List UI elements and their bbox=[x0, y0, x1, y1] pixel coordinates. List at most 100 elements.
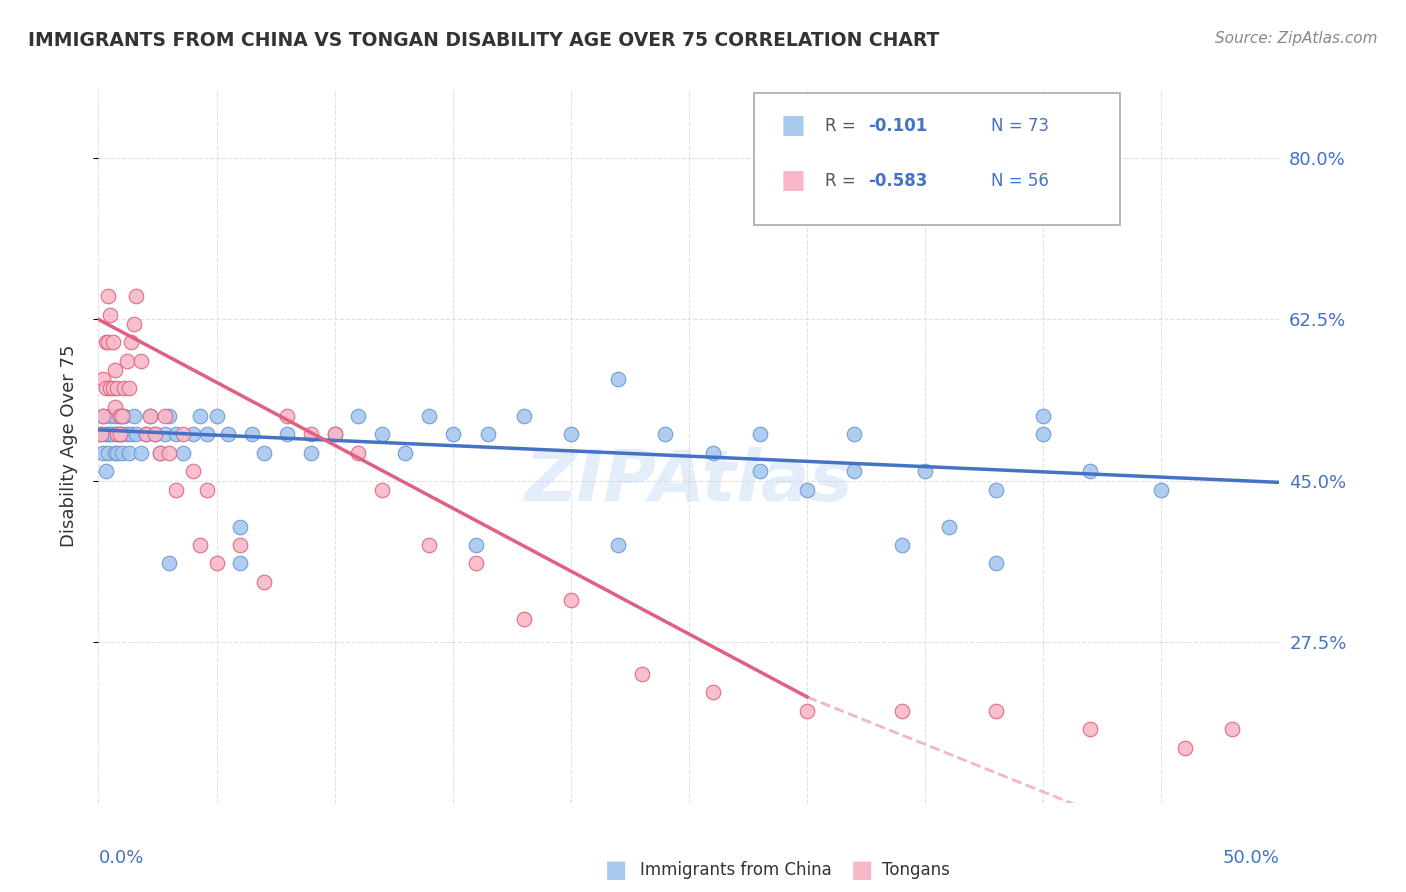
Point bbox=[240, 427, 263, 442]
Point bbox=[135, 427, 157, 442]
Point bbox=[97, 446, 120, 460]
Point bbox=[512, 612, 534, 626]
Point bbox=[112, 409, 135, 423]
Point bbox=[371, 483, 394, 497]
Point bbox=[323, 427, 346, 442]
Point bbox=[465, 538, 488, 552]
Point bbox=[105, 427, 128, 442]
Point bbox=[276, 409, 298, 423]
Point bbox=[122, 317, 145, 331]
Point bbox=[143, 427, 166, 442]
Point bbox=[607, 538, 630, 552]
Point bbox=[105, 381, 128, 395]
FancyBboxPatch shape bbox=[754, 93, 1121, 225]
Point bbox=[477, 427, 499, 442]
Point bbox=[844, 464, 866, 478]
Point bbox=[98, 409, 121, 423]
Point bbox=[97, 427, 120, 442]
Point bbox=[1220, 722, 1243, 736]
Text: R =: R = bbox=[825, 171, 860, 189]
Point bbox=[229, 557, 252, 571]
Point bbox=[98, 381, 121, 395]
Point bbox=[94, 381, 117, 395]
Point bbox=[165, 483, 187, 497]
Point bbox=[98, 427, 121, 442]
Point bbox=[135, 427, 157, 442]
Point bbox=[153, 427, 176, 442]
Point bbox=[914, 464, 936, 478]
Point bbox=[157, 409, 180, 423]
Point bbox=[654, 427, 676, 442]
Point bbox=[347, 409, 370, 423]
Point bbox=[91, 409, 114, 423]
Point bbox=[108, 409, 131, 423]
Point bbox=[104, 400, 127, 414]
Point bbox=[104, 446, 127, 460]
Point bbox=[560, 593, 582, 607]
Point bbox=[157, 446, 180, 460]
Point bbox=[101, 381, 124, 395]
Point bbox=[105, 427, 128, 442]
Point bbox=[172, 446, 194, 460]
Point bbox=[91, 409, 114, 423]
Point bbox=[253, 574, 276, 589]
Point bbox=[112, 381, 135, 395]
Point bbox=[465, 557, 488, 571]
Point bbox=[188, 409, 211, 423]
Point bbox=[149, 446, 172, 460]
Point bbox=[125, 289, 148, 303]
Point bbox=[1150, 483, 1173, 497]
Point bbox=[371, 427, 394, 442]
Point bbox=[1174, 740, 1197, 755]
Text: N = 73: N = 73 bbox=[991, 118, 1049, 136]
Point bbox=[299, 427, 322, 442]
Point bbox=[125, 427, 148, 442]
Text: Immigrants from China: Immigrants from China bbox=[640, 861, 831, 879]
Point bbox=[108, 427, 131, 442]
Point bbox=[108, 409, 131, 423]
Point bbox=[890, 538, 912, 552]
Point bbox=[276, 427, 298, 442]
Point bbox=[796, 704, 818, 718]
Point bbox=[229, 519, 252, 533]
Text: N = 56: N = 56 bbox=[991, 171, 1049, 189]
Point bbox=[139, 409, 162, 423]
Point bbox=[1080, 464, 1102, 478]
Text: Tongans: Tongans bbox=[882, 861, 949, 879]
Point bbox=[890, 704, 912, 718]
Point bbox=[1080, 722, 1102, 736]
Text: -0.583: -0.583 bbox=[869, 171, 928, 189]
Point bbox=[630, 666, 652, 681]
Point bbox=[181, 427, 204, 442]
Point bbox=[118, 446, 141, 460]
Text: ■: ■ bbox=[782, 113, 806, 139]
Point bbox=[104, 409, 127, 423]
Point bbox=[418, 409, 440, 423]
Point bbox=[121, 427, 143, 442]
Point bbox=[702, 685, 724, 699]
Point bbox=[512, 409, 534, 423]
Point bbox=[217, 427, 239, 442]
Point bbox=[984, 483, 1007, 497]
Point bbox=[299, 446, 322, 460]
Text: 50.0%: 50.0% bbox=[1223, 849, 1279, 867]
Point bbox=[702, 446, 724, 460]
Point bbox=[104, 363, 127, 377]
Point bbox=[441, 427, 464, 442]
Point bbox=[195, 483, 218, 497]
Point bbox=[229, 538, 252, 552]
Point bbox=[121, 335, 143, 350]
Text: IMMIGRANTS FROM CHINA VS TONGAN DISABILITY AGE OVER 75 CORRELATION CHART: IMMIGRANTS FROM CHINA VS TONGAN DISABILI… bbox=[28, 31, 939, 50]
Point bbox=[205, 409, 228, 423]
Point bbox=[118, 381, 141, 395]
Point bbox=[748, 427, 770, 442]
Point bbox=[115, 427, 138, 442]
Point bbox=[323, 427, 346, 442]
Point bbox=[129, 354, 152, 368]
Point bbox=[115, 354, 138, 368]
Point bbox=[938, 519, 960, 533]
Point bbox=[129, 446, 152, 460]
Point bbox=[139, 409, 162, 423]
Point bbox=[94, 427, 117, 442]
Point bbox=[97, 289, 120, 303]
